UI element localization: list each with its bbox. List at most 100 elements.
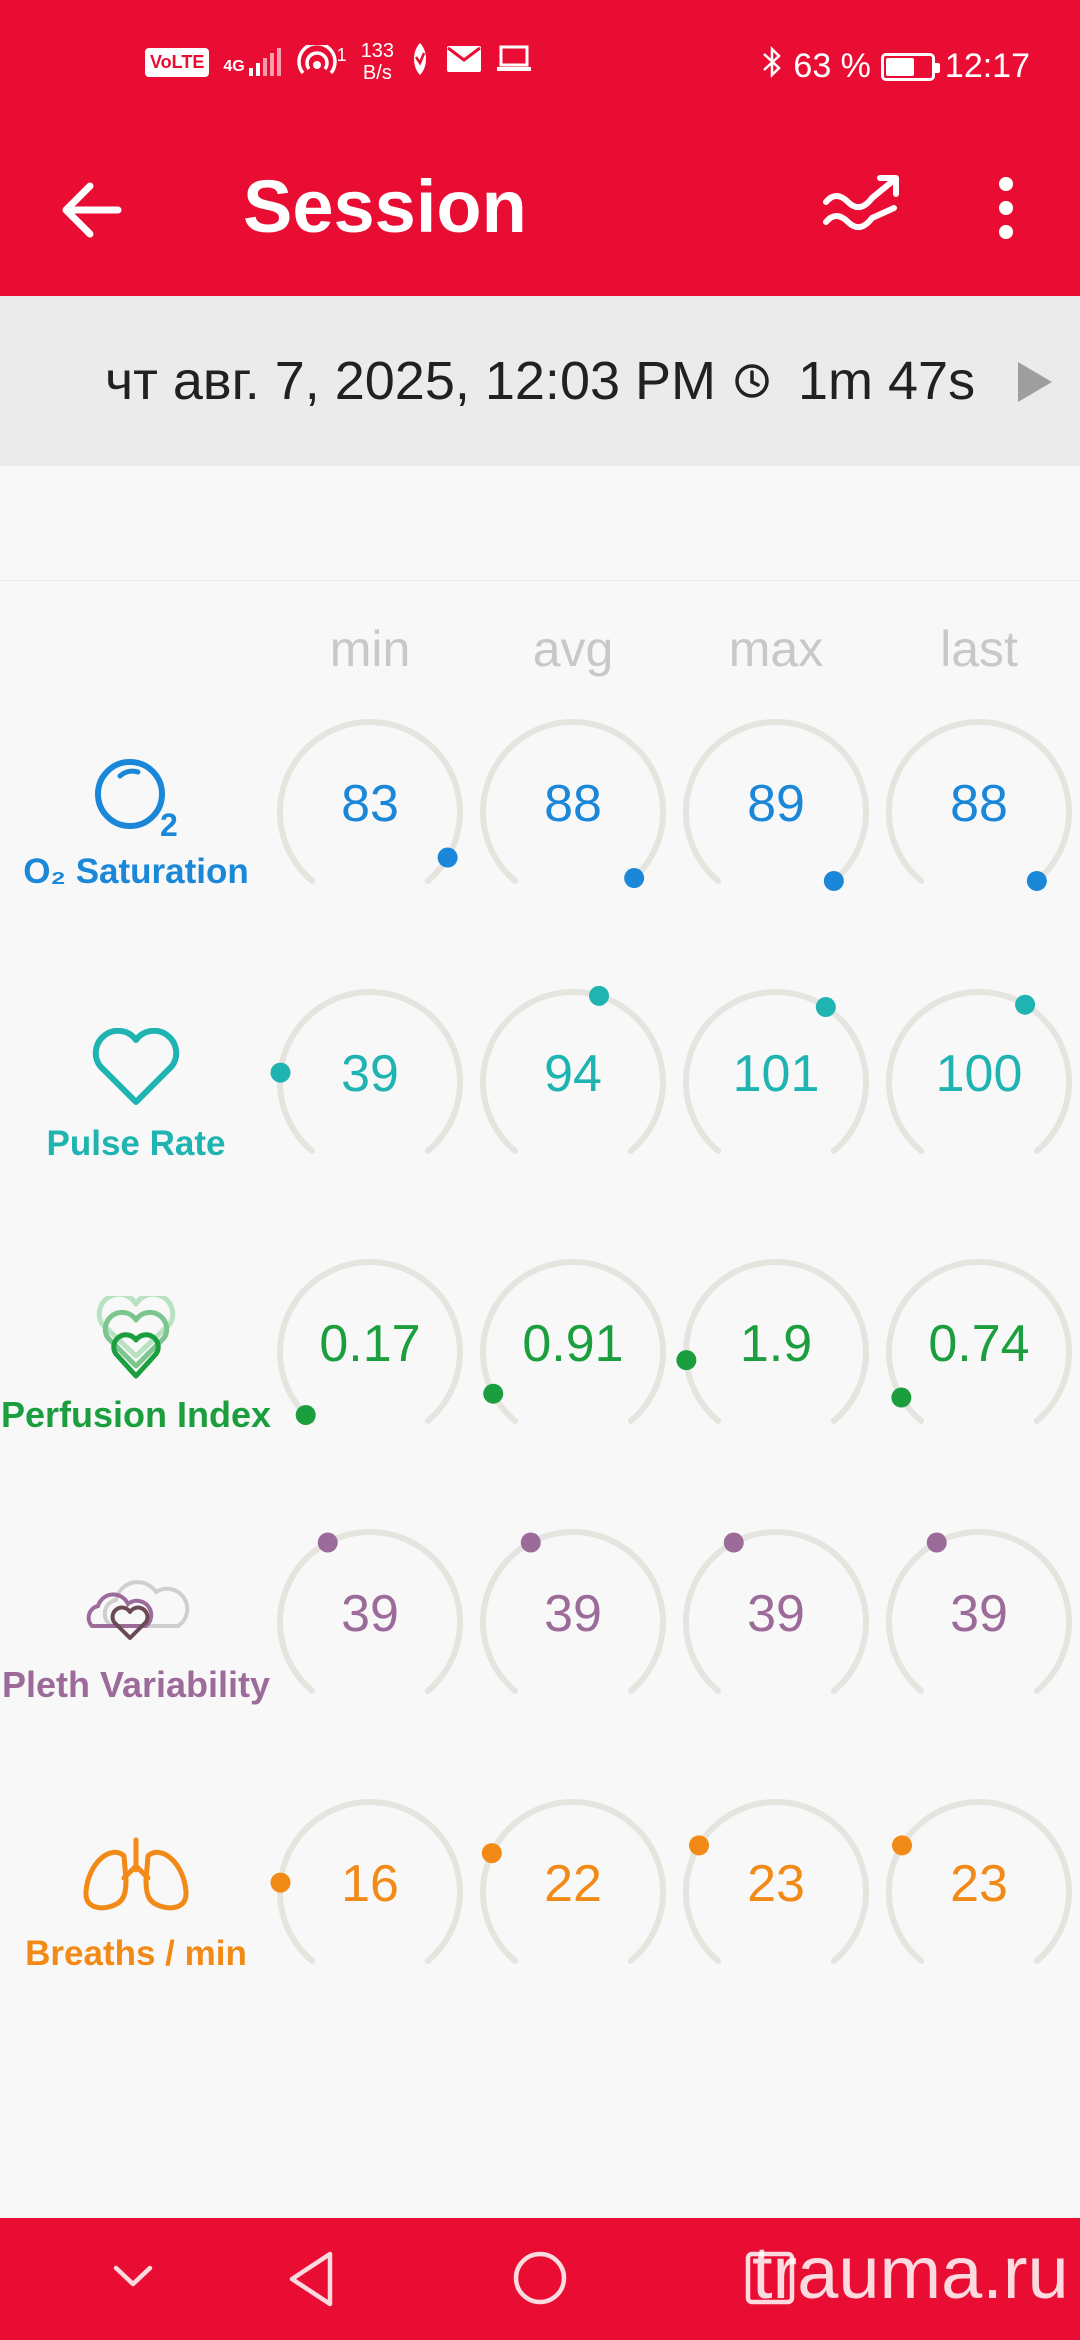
- gauge-pleth-variability-min: 39: [270, 1526, 470, 1706]
- gauge-value: 23: [950, 1855, 1008, 1913]
- gauge-breaths-per-min-min: 16: [270, 1796, 470, 1976]
- gauge-value: 88: [544, 775, 602, 833]
- gauge-pulse-rate-avg: 94: [473, 986, 673, 1166]
- gauge-breaths-per-min-last: 23: [879, 1796, 1079, 1976]
- gauge-svg: [277, 1259, 463, 1425]
- gauge-svg: [676, 1259, 869, 1424]
- gauge-svg: [886, 989, 1072, 1154]
- gauge-indicator-dot: [1015, 994, 1036, 1015]
- column-header-min: min: [329, 621, 411, 677]
- gauge-value: 101: [732, 1045, 820, 1103]
- gauge-indicator-dot: [676, 1350, 697, 1371]
- gauge-indicator-dot: [295, 1404, 316, 1425]
- session-date: чт авг. 7, 2025, 12:03 PM: [105, 351, 717, 411]
- gauge-breaths-per-min-max: 23: [676, 1796, 876, 1976]
- gauge-track: [277, 1259, 463, 1424]
- metric-label-breaths-per-min: Breaths / min: [25, 1934, 247, 1973]
- gauge-indicator-dot: [437, 847, 458, 868]
- divider: [0, 580, 1080, 581]
- gauge-svg: [480, 719, 666, 889]
- gauge-track: [683, 1799, 869, 1964]
- gauge-svg: [270, 1799, 463, 1964]
- gauge-track: [683, 989, 869, 1154]
- column-header-max: max: [728, 621, 824, 677]
- play-icon[interactable]: [1018, 362, 1052, 402]
- metric-label-pulse-rate: Pulse Rate: [46, 1124, 226, 1163]
- gauge-svg: [270, 989, 463, 1154]
- app-notification-icon: [408, 41, 432, 84]
- pleth-variability-icon: [82, 1566, 190, 1651]
- gauge-value: 0.74: [928, 1315, 1030, 1373]
- gauge-track: [277, 719, 463, 884]
- nav-home-icon[interactable]: [512, 2250, 568, 2311]
- gauge-svg: [277, 1529, 463, 1694]
- gauge-svg: [480, 1259, 666, 1424]
- gauge-track: [886, 1529, 1072, 1694]
- column-header-last: last: [940, 621, 1018, 677]
- bluetooth-icon: [761, 44, 783, 89]
- perfusion-hearts-icon: [88, 1291, 184, 1385]
- gauge-track: [886, 1259, 1072, 1424]
- battery-fill: [885, 57, 914, 76]
- more-vert-icon[interactable]: [990, 168, 1022, 248]
- gauge-value: 39: [950, 1585, 1008, 1643]
- net-speed-value: 133: [360, 40, 395, 62]
- battery-percent: 63 %: [793, 47, 871, 85]
- gauge-svg: [683, 1529, 869, 1694]
- page-title: Session: [243, 165, 527, 248]
- gauge-perfusion-index-avg: 0.91: [473, 1256, 673, 1436]
- lungs-icon: [82, 1836, 190, 1921]
- nav-recents-icon[interactable]: [744, 2250, 796, 2311]
- gauge-value: 23: [747, 1855, 805, 1913]
- chevron-down-icon[interactable]: [110, 2262, 156, 2297]
- gauge-indicator-dot: [891, 1387, 912, 1408]
- app-bar: Session: [0, 130, 1080, 296]
- gauge-svg: [480, 1529, 666, 1694]
- gauge-indicator-dot: [270, 1872, 291, 1893]
- gauge-track: [277, 1529, 463, 1694]
- gauge-indicator-dot: [815, 997, 836, 1018]
- gauge-value: 100: [935, 1045, 1023, 1103]
- system-navigation-bar: [0, 2218, 1080, 2340]
- metric-label-perfusion-index: Perfusion Index: [0, 1394, 272, 1435]
- gauge-indicator-dot: [689, 1835, 710, 1856]
- gauge-indicator-dot: [589, 986, 610, 1006]
- gauge-perfusion-index-min: 0.17: [270, 1256, 470, 1436]
- gauge-value: 1.9: [739, 1315, 813, 1373]
- gauge-indicator-dot: [723, 1532, 744, 1553]
- gauge-svg: [277, 719, 463, 884]
- volte-icon: VoLTE: [145, 47, 210, 77]
- gauge-value: 39: [544, 1585, 602, 1643]
- mail-icon: [446, 45, 482, 80]
- gauge-pulse-rate-last: 100: [879, 986, 1079, 1166]
- gauge-track: [277, 1799, 463, 1964]
- gauge-value: 89: [747, 775, 805, 833]
- gauge-value: 0.91: [522, 1315, 624, 1373]
- gauge-value: 16: [341, 1855, 399, 1913]
- trending-icon[interactable]: [822, 168, 902, 248]
- gauge-pulse-rate-min: 39: [270, 986, 470, 1166]
- status-bar: VoLTE 4G 1 133 B/s: [0, 0, 1080, 130]
- clock-icon: [733, 362, 771, 405]
- gauge-svg: [683, 719, 869, 891]
- gauge-pulse-rate-max: 101: [676, 986, 876, 1166]
- network-type-label: 4G: [223, 58, 245, 75]
- gauge-indicator-dot: [926, 1532, 947, 1553]
- metric-label-pleth-variability: Pleth Variability: [1, 1664, 271, 1705]
- nav-back-icon[interactable]: [284, 2248, 338, 2315]
- gauge-indicator-dot: [823, 870, 844, 891]
- session-duration: 1m 47s: [798, 351, 976, 411]
- status-right-icons: 63 % 12:17: [761, 44, 1030, 89]
- gauge-indicator-dot: [624, 868, 645, 889]
- gauge-track: [480, 1799, 666, 1964]
- gauge-svg: [886, 1799, 1072, 1964]
- hotspot-count: 1: [336, 45, 347, 65]
- gauge-value: 39: [341, 1045, 399, 1103]
- gauge-value: 94: [544, 1045, 602, 1103]
- gauge-track: [480, 1259, 666, 1424]
- gauge-svg: [886, 1529, 1072, 1694]
- session-info-bar: чт авг. 7, 2025, 12:03 PM 1m 47s: [0, 296, 1080, 466]
- arrow-left-icon[interactable]: [60, 170, 130, 250]
- gauge-value: 0.17: [319, 1315, 421, 1373]
- gauge-track: [683, 1529, 869, 1694]
